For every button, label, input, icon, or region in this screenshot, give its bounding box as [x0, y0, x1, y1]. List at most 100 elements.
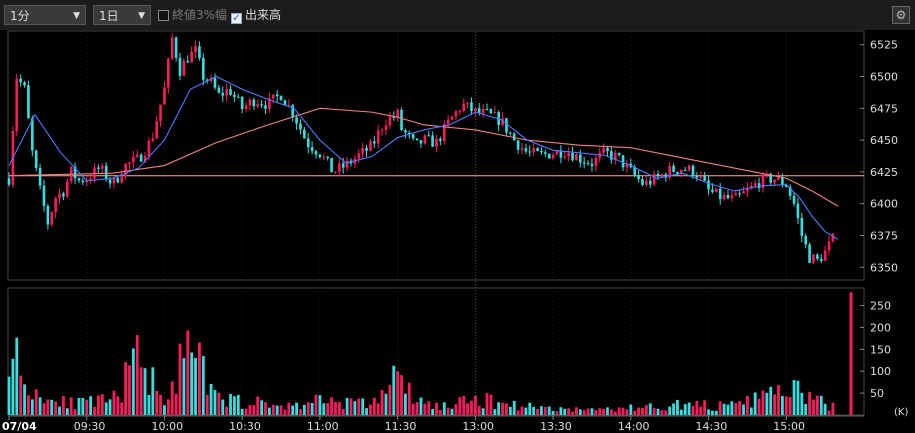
volume-bar	[275, 405, 279, 415]
volume-bar	[726, 404, 730, 415]
candle	[625, 163, 629, 168]
volume-bar	[345, 397, 349, 415]
volume-bar	[287, 402, 291, 415]
volume-bar	[77, 397, 81, 415]
candle	[143, 155, 147, 162]
volume-bar	[660, 410, 664, 415]
volume-bar	[512, 400, 516, 415]
volume-bar	[730, 401, 734, 415]
volume-bar	[497, 402, 501, 415]
y-tick-label: 6400	[870, 198, 898, 211]
volume-bar	[27, 395, 30, 415]
checkbox-checked-icon: ✓	[231, 13, 242, 24]
option2-checkbox[interactable]: ✓ 出来高	[231, 8, 281, 24]
x-tick-label: 07/04	[2, 420, 37, 433]
volume-bar	[540, 406, 543, 415]
volume-bar	[7, 376, 11, 415]
volume-bar	[489, 394, 493, 415]
volume-bar	[178, 343, 182, 415]
y-tick-label: 6450	[870, 134, 898, 147]
volume-bar	[800, 392, 804, 415]
volume-bar	[89, 396, 93, 415]
volume-bar	[314, 394, 318, 415]
option2-label: 出来高	[245, 8, 282, 22]
volume-bar	[120, 402, 124, 415]
candle	[769, 173, 773, 183]
volume-bar	[477, 405, 481, 415]
volume-bar	[85, 399, 89, 415]
candle	[738, 193, 741, 195]
candle	[718, 188, 722, 200]
candle	[423, 135, 427, 144]
candle	[458, 110, 462, 112]
candle	[275, 94, 279, 97]
x-tick-label: 14:00	[618, 420, 650, 433]
volume-bar	[505, 403, 508, 415]
toolbar: 1分 ▼ 1日 ▼ 終値3%幅 ✓ 出来高 ⚙	[0, 0, 915, 30]
candle	[392, 116, 396, 118]
volume-bar	[435, 402, 438, 415]
candle	[65, 181, 69, 197]
volume-bar	[609, 409, 613, 415]
chevron-down-icon: ▼	[73, 11, 80, 21]
volume-bar	[15, 337, 19, 415]
volume-bar	[42, 403, 46, 415]
volume-bar	[831, 402, 835, 415]
volume-bar	[128, 365, 131, 415]
candle	[617, 152, 621, 156]
option1-checkbox[interactable]: 終値3%幅	[158, 8, 227, 22]
checkbox-empty-icon	[158, 10, 169, 21]
volume-tick-label: 50	[870, 387, 884, 400]
volume-bar	[396, 371, 400, 415]
candle	[660, 174, 664, 177]
volume-bar	[337, 402, 341, 415]
volume-bar	[388, 384, 392, 415]
candle	[633, 167, 637, 175]
volume-bar	[648, 403, 652, 415]
volume-bar	[240, 408, 244, 415]
volume-bar	[108, 399, 112, 415]
candle	[788, 186, 792, 196]
candle	[792, 195, 796, 204]
volume-bar	[641, 407, 644, 415]
candle	[746, 188, 749, 192]
candle	[361, 147, 364, 154]
volume-bar	[757, 398, 761, 415]
candle	[322, 156, 326, 158]
candle	[590, 163, 594, 167]
ma-long-line	[8, 107, 839, 207]
candle	[594, 157, 598, 167]
volume-bar	[446, 407, 450, 415]
gear-icon[interactable]: ⚙	[892, 6, 910, 24]
volume-bar	[380, 389, 384, 415]
y-tick-label: 6425	[870, 166, 898, 179]
volume-bar	[777, 385, 780, 415]
volume-bar	[252, 405, 256, 415]
candle	[104, 165, 108, 180]
volume-bar	[310, 402, 314, 415]
period-select[interactable]: 1日 ▼	[93, 5, 151, 25]
y-tick-label: 6525	[870, 39, 898, 52]
candle	[466, 102, 469, 104]
candle	[431, 135, 434, 147]
volume-bar	[225, 406, 229, 415]
volume-bar	[691, 405, 695, 415]
candle	[400, 109, 403, 131]
volume-bar	[598, 408, 602, 415]
candle	[326, 156, 329, 158]
candle	[683, 169, 687, 171]
candle	[680, 169, 683, 174]
volume-bar	[637, 407, 640, 415]
candle	[120, 176, 124, 183]
candle	[703, 176, 706, 181]
candle	[306, 138, 310, 148]
interval-select[interactable]: 1分 ▼	[4, 5, 86, 25]
volume-bar	[217, 392, 221, 415]
candle	[470, 102, 473, 112]
volume-bar	[62, 395, 65, 415]
volume-bar	[703, 400, 707, 415]
candle	[27, 85, 30, 119]
volume-bar	[466, 403, 469, 415]
volume-bar	[131, 348, 135, 415]
candle	[419, 140, 423, 144]
